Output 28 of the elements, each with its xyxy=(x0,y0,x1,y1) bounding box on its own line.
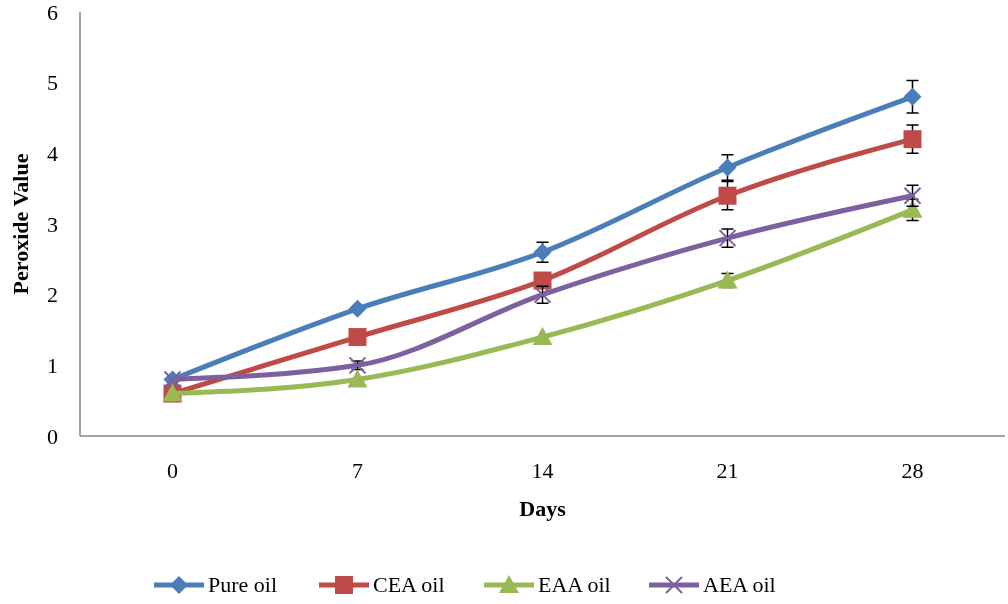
point xyxy=(903,87,922,106)
point xyxy=(718,186,737,205)
point xyxy=(532,327,553,346)
point xyxy=(348,328,367,347)
x-tick-label: 7 xyxy=(352,458,363,483)
y-tick-label: 1 xyxy=(47,353,58,379)
y-tick-label: 2 xyxy=(47,282,58,308)
y-axis-title: Peroxide Value xyxy=(8,153,33,295)
legend-label: EAA oil xyxy=(538,572,611,597)
y-tick-label: 4 xyxy=(47,141,58,167)
y-tick-label: 0 xyxy=(47,423,58,449)
y-tick-label: 5 xyxy=(47,70,58,96)
x-tick-label: 0 xyxy=(167,458,178,483)
x-tick-label: 28 xyxy=(901,458,924,483)
x-tick-label: 14 xyxy=(531,458,554,483)
x-axis-title: Days xyxy=(519,496,567,521)
y-tick-label: 6 xyxy=(47,0,58,25)
legend-label: AEA oil xyxy=(703,572,776,597)
point xyxy=(718,158,737,177)
point xyxy=(903,130,922,149)
point xyxy=(902,199,923,218)
point xyxy=(348,356,367,375)
legend-label: CEA oil xyxy=(373,572,445,597)
y-tick-label: 3 xyxy=(47,211,58,237)
point xyxy=(348,299,367,318)
legend-label: Pure oil xyxy=(208,572,278,597)
point xyxy=(347,369,368,388)
x-tick-label: 21 xyxy=(716,458,739,483)
